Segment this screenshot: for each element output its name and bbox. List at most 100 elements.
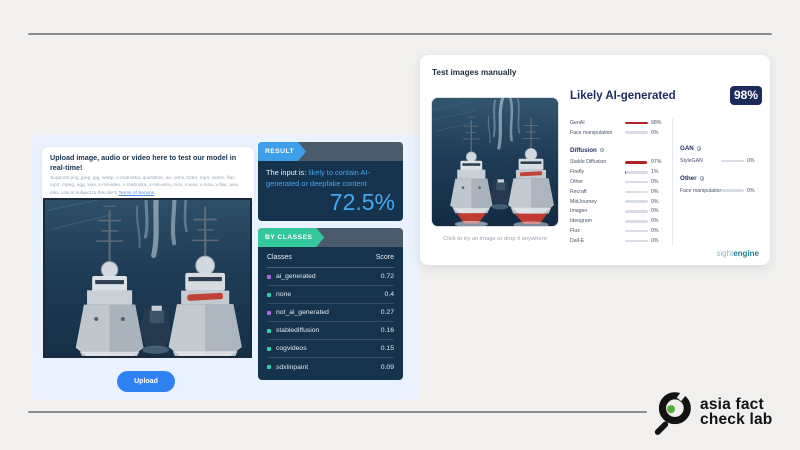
metrics-right-column: GAN StyleGAN 0% Other Face manipulation 0% — [680, 118, 762, 246]
metric-label: Face manipulation — [680, 187, 721, 194]
class-label: ai_generated — [276, 273, 316, 280]
classes-column-header: Classes — [267, 254, 292, 261]
info-icon — [699, 176, 705, 181]
metric-bar — [625, 219, 648, 223]
result-tag: RESULT — [258, 142, 306, 161]
result-panel-header: RESULT — [258, 142, 403, 161]
magnifier-icon — [654, 389, 691, 435]
metric-bar — [625, 229, 648, 233]
class-row: stablediffusion 0.16 — [267, 322, 394, 340]
bottom-divider — [28, 411, 647, 413]
upload-heading: Upload image, audio or video here to tes… — [50, 153, 237, 173]
class-label: none — [276, 291, 292, 298]
metric-row: Imagen 0% — [570, 207, 666, 217]
by-classes-tag: BY CLASSES — [258, 228, 324, 247]
metric-label: Ideogram — [570, 218, 592, 225]
other-section-header: Other — [680, 175, 762, 182]
metric-row: Other 0% — [570, 177, 666, 187]
class-bullet-icon — [267, 274, 271, 279]
result-panel: RESULT The input is: likely to contain A… — [258, 142, 403, 221]
metric-bar — [625, 180, 648, 184]
metric-label: Stable Diffusion — [570, 159, 607, 166]
afcl-line1: asia fact — [700, 395, 764, 413]
test-image-thumbnail[interactable] — [431, 97, 559, 227]
class-label: cogvideos — [276, 345, 307, 352]
gan-metrics: StyleGAN 0% — [680, 156, 762, 166]
drop-image-caption: Click to try an image or drop it anywher… — [443, 236, 547, 242]
afcl-line2: check lab — [700, 411, 773, 428]
sightengine-logo: sightengine — [716, 249, 759, 258]
class-score: 0.09 — [380, 363, 394, 371]
sightengine-panel: Test images manually Click to try an ima… — [420, 55, 770, 265]
logo-light-part: sight — [716, 249, 734, 258]
metric-row: Flux 0% — [570, 226, 666, 236]
metric-label: Face manipulation — [570, 129, 613, 136]
metric-label: Flux — [570, 228, 580, 235]
metric-bar — [721, 159, 744, 163]
sightengine-title: Test images manually — [432, 68, 517, 77]
metric-percentage: 0% — [651, 198, 659, 205]
detection-results: Likely AI-generated 98% GenAI 98% Face man… — [570, 86, 762, 246]
metric-row: Stable Diffusion 97% — [570, 158, 666, 168]
genai-metrics: GenAI 98% Face manipulation 0% — [570, 118, 666, 138]
metric-percentage: 0% — [651, 208, 659, 215]
metric-row: StyleGAN 0% — [680, 156, 762, 166]
metric-percentage: 98% — [651, 119, 662, 126]
other-title: Other — [680, 174, 697, 182]
class-bullet-icon — [267, 292, 271, 297]
by-classes-header: BY CLASSES — [258, 228, 403, 247]
class-bullet-icon — [267, 328, 271, 333]
metric-percentage: 1% — [651, 169, 659, 176]
info-icon — [599, 147, 605, 153]
metric-percentage: 0% — [651, 218, 659, 225]
metric-percentage: 97% — [651, 159, 662, 166]
metrics-left-column: GenAI 98% Face manipulation 0% Diffusion St… — [570, 118, 666, 246]
afcl-logo-text: asia fact check lab — [700, 395, 773, 428]
upload-supported-formats: Supports png, jpeg, jpg, webp, x-matrosk… — [50, 175, 246, 197]
uploaded-image-preview — [43, 198, 252, 358]
class-label: not_ai_generated — [276, 309, 329, 316]
metric-percentage: 0% — [747, 187, 755, 194]
metric-label: MidJourney — [570, 198, 597, 205]
class-score: 0.15 — [380, 345, 394, 352]
upload-instructions-card: Upload image, audio or video here to tes… — [42, 147, 254, 204]
class-label: sdxlinpaint — [276, 363, 309, 371]
score-column-header: Score — [375, 254, 394, 261]
class-score: 0.4 — [384, 291, 394, 298]
metric-bar — [625, 121, 648, 125]
top-divider — [28, 33, 772, 35]
metric-label: Other — [570, 179, 583, 186]
class-row: not_ai_generated 0.27 — [267, 304, 394, 322]
metric-label: Imagen — [570, 208, 588, 215]
class-row: sdxlinpaint 0.09 — [267, 358, 394, 376]
metric-row: Recraft 0% — [570, 187, 666, 197]
class-bullet-icon — [267, 310, 271, 315]
class-row: ai_generated 0.72 — [267, 268, 394, 286]
logo-bold-part: engine — [733, 249, 759, 258]
metric-row: Ideogram 0% — [570, 216, 666, 226]
metric-percentage: 0% — [747, 157, 755, 164]
info-icon — [696, 146, 702, 151]
upload-button[interactable]: Upload — [117, 371, 175, 392]
metric-label: StyleGAN — [680, 157, 703, 164]
metric-row: Face manipulation 0% — [680, 186, 762, 196]
diffusion-section-header: Diffusion — [570, 147, 666, 154]
metric-bar — [625, 190, 648, 194]
metric-row: MidJourney 0% — [570, 197, 666, 207]
metric-bar — [625, 131, 648, 134]
class-score: 0.72 — [380, 273, 394, 280]
metric-bar — [625, 170, 648, 174]
gan-title: GAN — [680, 145, 694, 152]
metric-bar — [625, 161, 648, 164]
diffusion-metrics: Stable Diffusion 97% Firefly 1% Other 0% Recra… — [570, 158, 666, 246]
result-verdict: likely to contain AI-generated or deepfa… — [266, 168, 370, 188]
confidence-badge: 98% — [729, 86, 762, 105]
metric-row: GenAI 98% — [570, 118, 666, 128]
metric-row: Face manipulation 0% — [570, 128, 666, 138]
metric-percentage: 0% — [651, 188, 659, 195]
classes-table-rows: ai_generated 0.72 none 0.4 not_ai_generated 0… — [267, 268, 394, 376]
afcl-logo: asia fact check lab — [651, 387, 772, 437]
terms-of-service-link[interactable]: Terms of Service — [118, 190, 155, 196]
metric-label: Recraft — [570, 188, 587, 195]
metric-percentage: 0% — [651, 179, 659, 186]
